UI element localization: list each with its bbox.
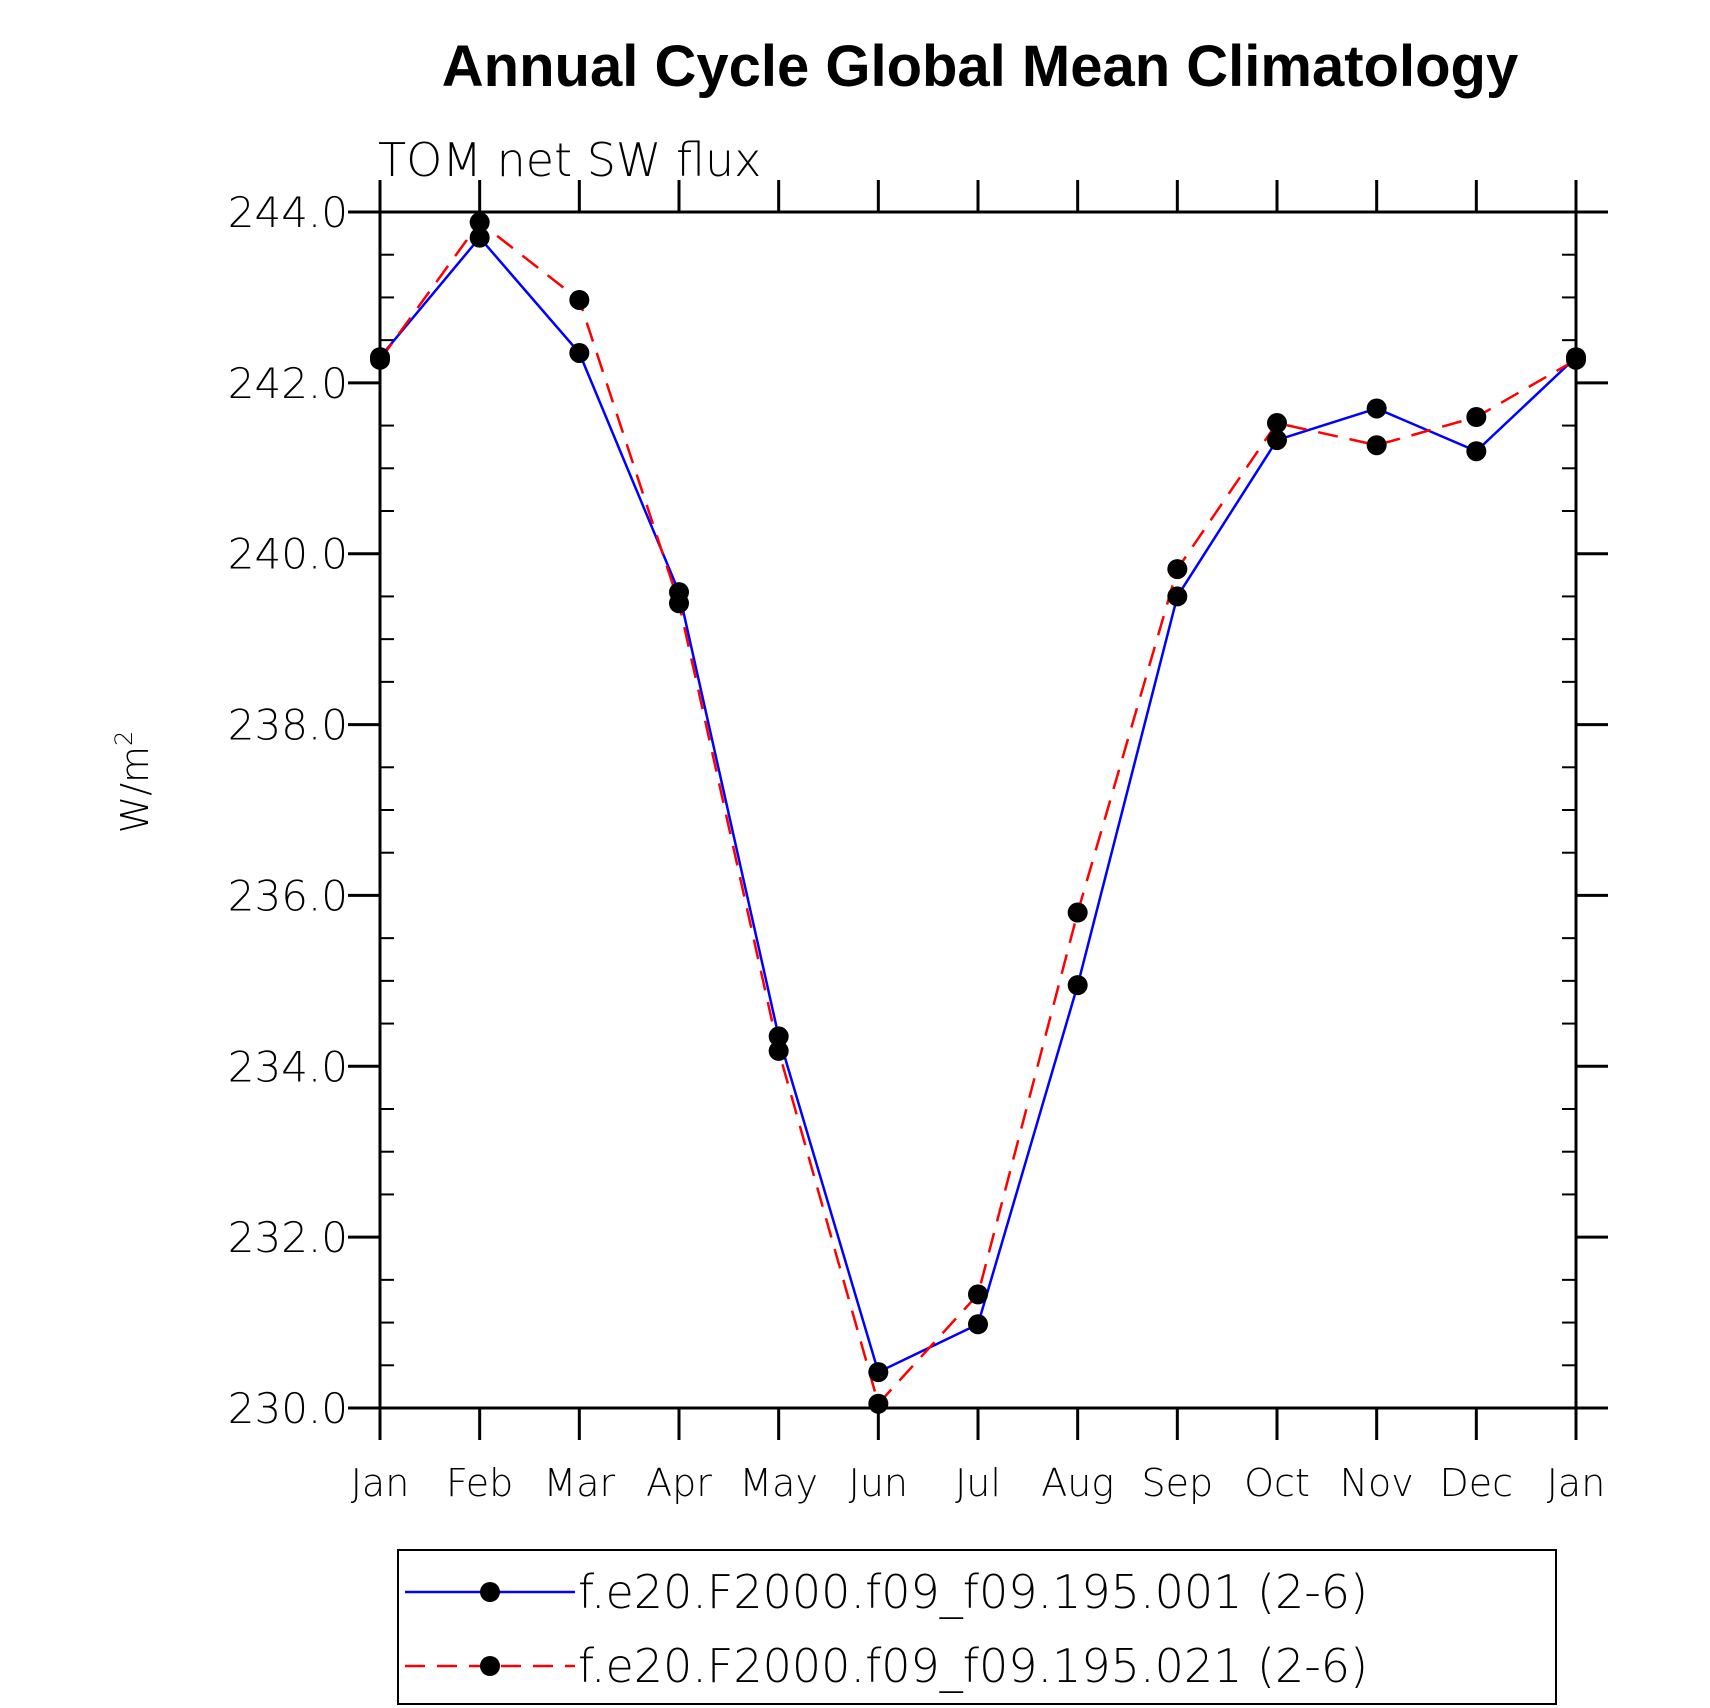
- legend-label-series-1: f.e20.F2000.f09_f09.195.001 (2-6): [578, 1565, 1368, 1619]
- x-tick-label: Aug: [1041, 1461, 1114, 1505]
- series-2-point: [1366, 435, 1387, 456]
- axis-ticks: [348, 180, 1608, 1440]
- x-tick-label: Jan: [351, 1461, 410, 1505]
- y-tick-label: 236.0: [228, 871, 348, 920]
- series-2-point: [669, 593, 689, 614]
- series-1-point: [968, 1314, 988, 1335]
- y-tick-label: 232.0: [228, 1213, 348, 1262]
- series-2-point: [868, 1393, 889, 1414]
- svg-text:W/m2: W/m2: [110, 731, 157, 834]
- x-tick-label: May: [739, 1461, 818, 1505]
- chart-title: Annual Cycle Global Mean Climatology: [442, 34, 1518, 99]
- x-tick-label: Jan: [1547, 1461, 1606, 1505]
- y-tick-label: 238.0: [228, 701, 348, 750]
- series-2-point: [968, 1284, 988, 1305]
- chart-subtitle: TOM net SW flux: [378, 133, 761, 187]
- series-2-line: [378, 220, 1577, 1407]
- x-tick-label: Apr: [646, 1461, 712, 1505]
- plot-frame: [378, 210, 1578, 1410]
- series-1-point: [469, 227, 490, 248]
- y-axis-label-superscript: 2: [110, 731, 138, 746]
- series-2-point: [1167, 559, 1188, 580]
- y-tick-label: 240.0: [228, 530, 348, 579]
- y-axis-label: W/m2: [110, 731, 157, 834]
- legend-box: [397, 1549, 1557, 1705]
- y-tick-labels: 230.0 232.0 234.0 236.0 238.0 240.0 242.0 244.0: [228, 188, 348, 1433]
- legend-marker-series-1: [480, 1582, 500, 1602]
- series-2-point: [1267, 413, 1287, 434]
- x-tick-labels: Jan Feb Mar Apr May Jun Jul Aug Sep Oct Nov Dec Jan: [351, 1461, 1606, 1505]
- x-tick-label: Jul: [955, 1461, 1001, 1505]
- series-2-point: [768, 1040, 789, 1061]
- y-tick-label: 244.0: [228, 188, 348, 237]
- x-tick-label: Nov: [1340, 1461, 1414, 1505]
- legend-marker-series-2: [480, 1656, 500, 1676]
- legend-label-series-2: f.e20.F2000.f09_f09.195.021 (2-6): [578, 1639, 1368, 1693]
- x-tick-label: Jun: [849, 1461, 908, 1505]
- y-axis-label-text: W/m: [113, 746, 157, 833]
- series-2-point: [1067, 902, 1088, 923]
- x-tick-label: Mar: [543, 1461, 615, 1505]
- x-tick-label: Sep: [1142, 1461, 1214, 1505]
- series-1-point: [1466, 441, 1487, 462]
- y-tick-label: 230.0: [228, 1384, 348, 1433]
- legend: f.e20.F2000.f09_f09.195.001 (2-6) f.e20.…: [397, 1549, 1557, 1705]
- series-layer: [370, 212, 1586, 1414]
- series-2-point: [569, 289, 590, 310]
- series-1-point: [569, 342, 590, 363]
- x-tick-label: Feb: [446, 1461, 513, 1505]
- series-2-point: [469, 212, 490, 233]
- x-tick-label: Dec: [1440, 1461, 1514, 1505]
- series-1-point: [868, 1362, 889, 1383]
- x-tick-label: Oct: [1244, 1461, 1310, 1505]
- y-tick-label: 234.0: [228, 1042, 348, 1091]
- series-1-line: [379, 235, 1577, 1374]
- series-1-point: [768, 1026, 789, 1047]
- series-1-point: [1366, 398, 1387, 419]
- series-2-point: [1466, 407, 1487, 428]
- series-1-point: [1167, 586, 1188, 607]
- series-1-point: [1267, 430, 1287, 451]
- y-tick-label: 242.0: [228, 359, 348, 408]
- series-1-point: [1067, 975, 1088, 996]
